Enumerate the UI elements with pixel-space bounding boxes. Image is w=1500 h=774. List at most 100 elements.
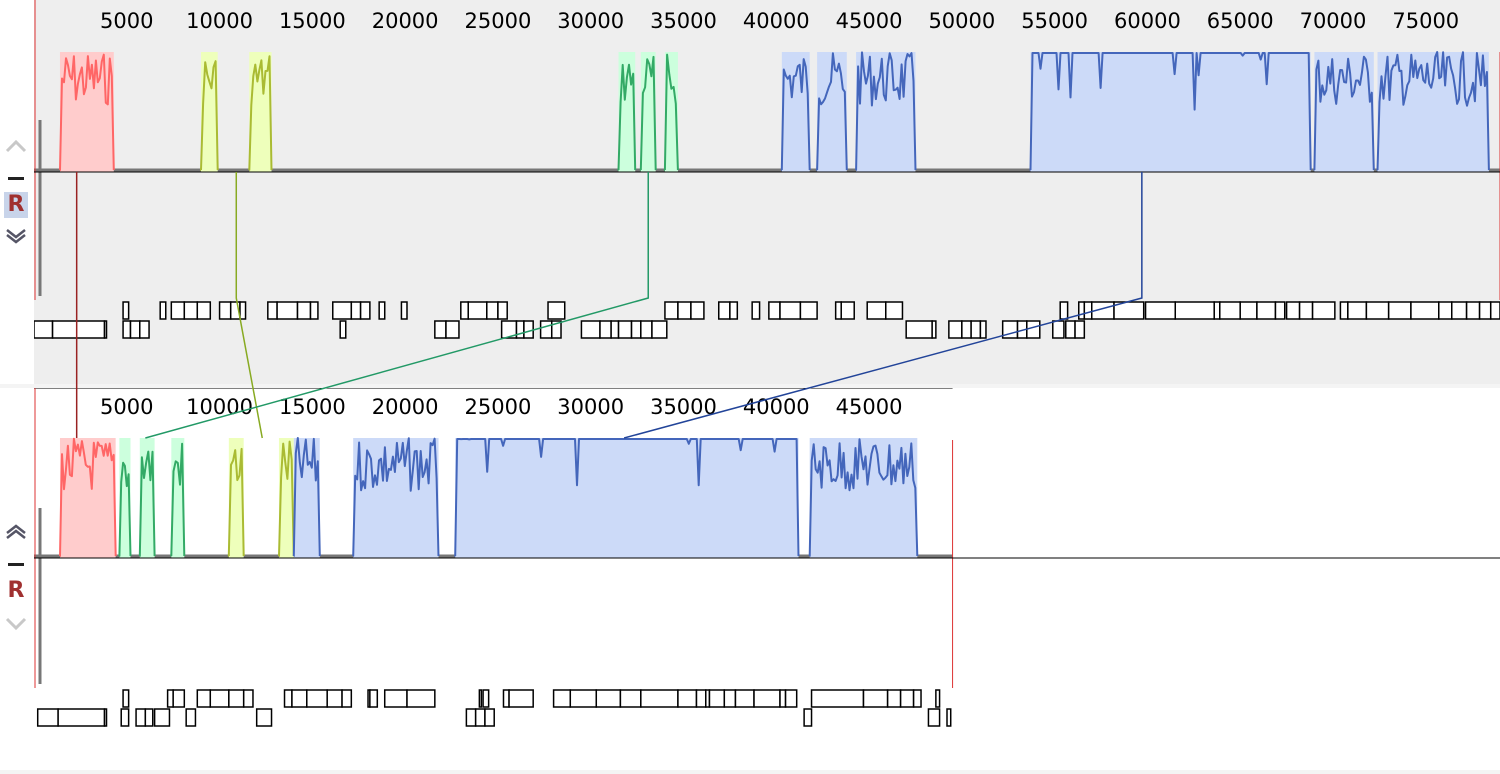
gene-reverse [580,320,601,339]
gene-reverse [523,320,534,339]
gene-forward [677,301,692,320]
genome-1-panel[interactable]: 5000 10000 15000 20000 25000 30000 35000 40000 4… [34,0,1500,384]
similarity-profile [780,58,811,171]
gene-reverse [651,320,668,339]
gene-forward [718,301,731,320]
chevron-up-icon[interactable] [4,522,28,542]
genome-1-genes [34,301,1500,339]
gene-reverse [617,320,633,339]
gene-forward [406,689,436,708]
similarity-profile [227,447,245,557]
lcb-block [278,438,295,558]
gene-forward [283,689,293,708]
gene-reverse [339,320,347,339]
lcb-block [639,52,657,172]
gene-reverse [550,320,562,339]
gene-reverse [135,708,147,727]
gene-reverse [103,320,108,339]
gene-reverse [1016,320,1028,339]
gene-forward [229,301,241,320]
gene-forward [359,301,371,320]
chevron-down-icon[interactable] [4,614,28,634]
gene-forward [708,689,726,708]
gene-reverse [445,320,460,339]
lcb-block [352,437,440,558]
gene-forward [885,301,904,320]
similarity-profile [808,438,919,557]
gene-reverse [474,708,486,727]
tick-label-55000: 55000 [1021,9,1088,33]
gene-forward [834,301,842,320]
gene-forward [296,301,312,320]
lcb-block-fill [455,438,799,558]
gene-forward [218,301,232,320]
gene-reverse [484,708,495,727]
minus-icon[interactable] [4,168,28,188]
lcb-block-fill [664,52,678,172]
gene-forward [1174,301,1215,320]
gene-forward [935,689,941,708]
gene-forward [1219,301,1241,320]
gene-forward [122,689,130,708]
genome-2-panel[interactable]: 5000 10000 15000 20000 25000 30000 35000 40000 4… [34,388,1500,770]
gene-reverse [57,708,106,727]
gene-reverse [961,320,972,339]
similarity-profile [59,437,117,557]
gene-forward [784,689,798,708]
tick-label-75000: 75000 [1392,9,1459,33]
similarity-profile [352,437,440,557]
gene-reverse [1026,320,1041,339]
gene-forward [159,301,167,320]
gene-forward [1274,301,1286,320]
gene-reverse [185,708,197,727]
gene-forward [1083,301,1093,320]
gene-reverse [927,708,941,727]
minus-icon[interactable] [4,554,28,574]
gene-forward [486,301,499,320]
tick-label-5000: 5000 [100,9,153,33]
gene-reverse [36,708,59,727]
gene-reverse [539,320,553,339]
genome-1-lcb-blocks [34,0,1500,300]
gene-forward [1213,301,1221,320]
gene-reverse [144,708,154,727]
gene-forward [482,689,490,708]
bottom-separator [0,770,1500,774]
gene-forward [350,301,362,320]
gene-forward [768,301,781,320]
gene-forward [239,301,247,320]
genome-1-ruler: 5000 10000 15000 20000 25000 30000 35000 40000 4… [100,9,1459,33]
reference-R-icon[interactable]: R [4,192,28,218]
gene-forward [912,689,922,708]
genome-2-track: 5000 10000 15000 20000 25000 30000 35000 40000 4… [34,388,1500,727]
lcb-block [454,438,800,558]
gene-forward [306,689,328,708]
gene-forward [502,689,510,708]
lcb-block [170,438,186,558]
lcb-block [1313,52,1375,172]
gene-forward [1311,301,1336,320]
gene-forward [172,689,186,708]
tick-label-10000: 10000 [186,9,253,33]
tick-label-25000: 25000 [465,395,532,419]
gene-forward [400,301,408,320]
gene-forward [170,301,186,320]
gene-forward [1239,301,1258,320]
lcb-block-fill [1314,52,1374,172]
similarity-profile [118,461,132,557]
gene-forward [677,689,698,708]
gene-forward [1347,301,1368,320]
reference-R-icon[interactable]: R [7,578,25,603]
gene-forward [460,301,469,320]
chevron-up-icon[interactable] [4,136,28,156]
gene-forward [478,689,483,708]
gene-forward [640,689,679,708]
lcb-block [118,438,132,558]
gene-forward [552,689,572,708]
lcb-block [248,52,273,172]
gene-reverse [1074,320,1086,339]
gene-reverse [255,708,273,727]
chevron-down-icon[interactable] [4,226,28,246]
gene-forward [1285,301,1301,320]
gene-forward [341,689,353,708]
